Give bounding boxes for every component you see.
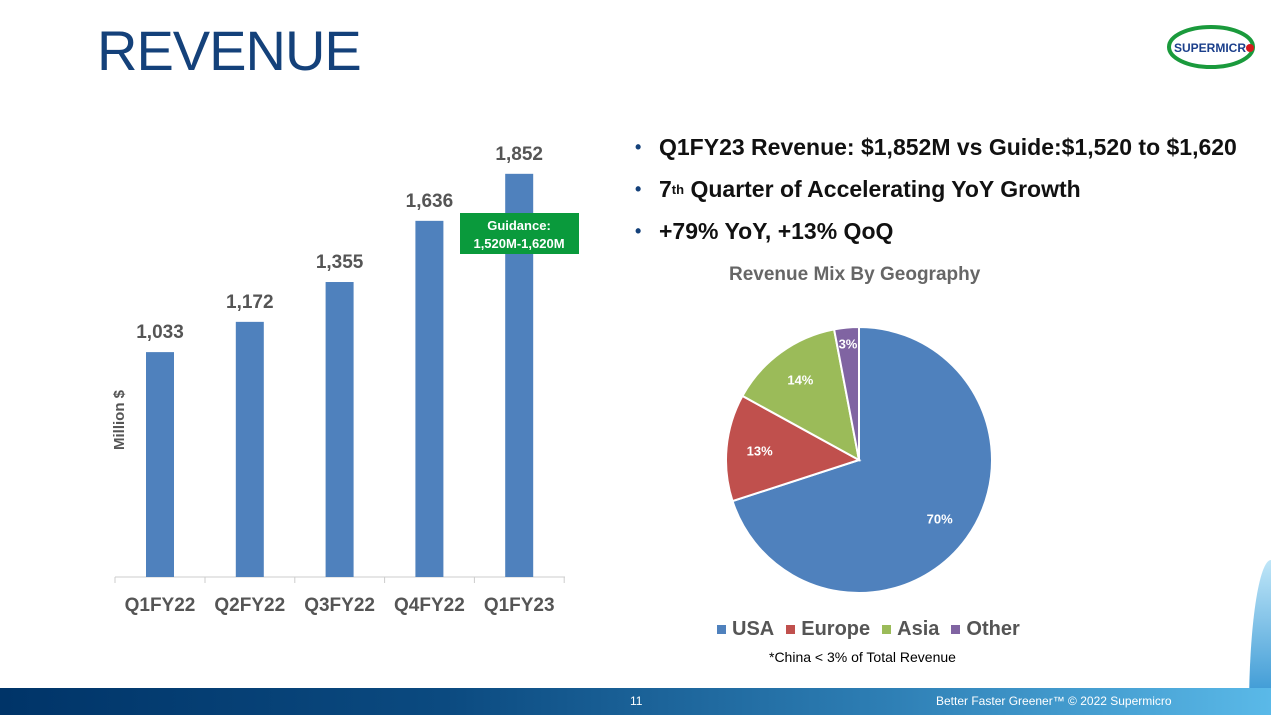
pie-data-label: 13% <box>747 444 773 459</box>
bar-value-label: 1,172 <box>226 292 274 313</box>
guidance-label: Guidance: <box>487 218 551 233</box>
y-axis-label: Million $ <box>111 389 128 450</box>
legend-label: Other <box>966 618 1020 640</box>
bar-value-label: 1,033 <box>136 322 184 343</box>
legend-label: Europe <box>801 618 871 640</box>
legend-label: Asia <box>897 618 940 640</box>
legend-swatch <box>786 625 796 635</box>
pie-title: Revenue Mix By Geography <box>729 264 981 285</box>
bar-value-label: 1,636 <box>406 191 454 212</box>
pie-data-label: 14% <box>787 372 813 387</box>
pie-data-label: 3% <box>839 336 858 351</box>
x-tick-label: Q2FY22 <box>214 595 285 616</box>
legend-swatch <box>951 625 961 635</box>
bar-Q1FY22 <box>146 352 174 577</box>
page-title: REVENUE <box>97 19 362 82</box>
legend-item-asia: Asia <box>882 618 939 641</box>
legend-swatch <box>717 625 726 635</box>
revenue-bar-chart: Million $ 1,033 Q1FY22 1,172 Q2FY22 1,355 Q3F… <box>111 144 579 616</box>
legend-item-europe: Europe <box>786 618 870 641</box>
footer-tagline: Better Faster Greener™ © 2022 Supermicro <box>936 694 1172 708</box>
svg-text:SUPERMICR: SUPERMICR <box>1174 41 1246 55</box>
legend-swatch <box>882 625 892 635</box>
pie-slice-usa <box>731 325 993 594</box>
supermicro-logo: SUPERMICR <box>1167 25 1255 69</box>
bar-Q2FY22 <box>235 321 264 577</box>
legend-item-other: Other <box>951 618 1020 641</box>
bar-value-label: 1,355 <box>316 252 364 273</box>
page-number: 11 <box>630 694 643 708</box>
bar-value-label: 1,852 <box>495 144 543 165</box>
highlights-list: • Q1FY23 Revenue: $1,852M vs Guide:$1,520… <box>635 126 1237 252</box>
pie-legend: USA Europe Asia Other <box>717 618 1020 641</box>
bullet-yoy: • +79% YoY, +13% QoQ <box>635 217 894 244</box>
geography-pie-chart: 70% 13% 14% 3% <box>725 325 993 594</box>
legend-label: USA <box>732 618 775 640</box>
bar-Q3FY22 <box>325 282 354 577</box>
china-note: *China < 3% of Total Revenue <box>769 649 956 665</box>
bar-Q4FY22 <box>415 220 444 577</box>
pie-data-label: 70% <box>927 512 953 527</box>
pie-slice-europe <box>725 394 862 503</box>
pie-slice-asia <box>741 328 861 462</box>
pie-slice-other <box>832 325 860 461</box>
footer-bar: 11 Better Faster Greener™ © 2022 Supermi… <box>0 688 1271 715</box>
guidance-box <box>460 213 579 254</box>
guidance-range: 1,520M-1,620M <box>473 236 564 251</box>
x-tick-label: Q1FY22 <box>125 595 196 616</box>
legend-item-usa: USA <box>717 618 774 641</box>
x-tick-label: Q4FY22 <box>394 595 465 616</box>
x-tick-label: Q3FY22 <box>304 595 375 616</box>
x-tick-label: Q1FY23 <box>484 595 555 616</box>
bullet-revenue: • Q1FY23 Revenue: $1,852M vs Guide:$1,520… <box>635 133 1237 160</box>
